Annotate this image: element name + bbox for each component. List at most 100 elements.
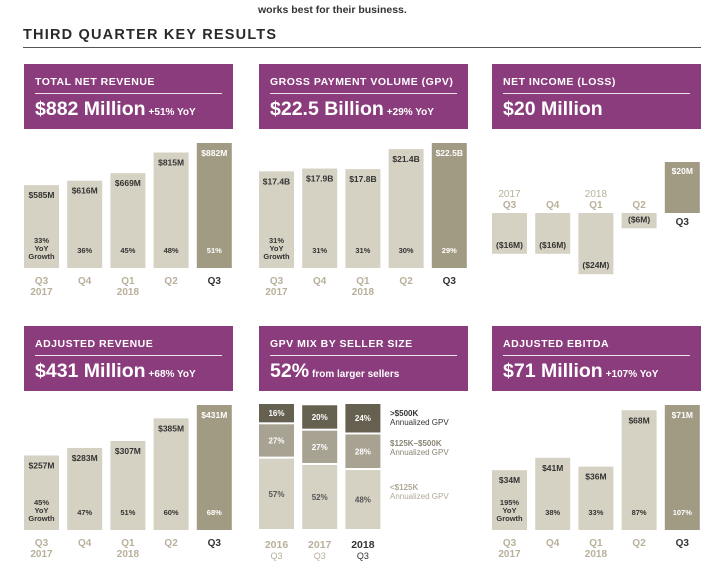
growth-label: 30% — [399, 246, 414, 255]
data-label: 48% — [355, 496, 371, 505]
data-label: ($6M) — [628, 214, 650, 224]
bar — [196, 405, 232, 530]
growth-label: Growth — [263, 252, 290, 261]
data-label: $307M — [115, 446, 141, 456]
category-label: Q2 — [632, 538, 646, 549]
category-label: Q3 — [503, 200, 517, 211]
header-divider — [35, 355, 222, 356]
category-label: 2017 — [308, 539, 332, 551]
category-label: Q3 — [676, 217, 690, 228]
category-label: Q3 — [314, 551, 326, 561]
legend-label: Annualized GPV — [390, 448, 449, 457]
data-label: $431M — [201, 410, 227, 420]
category-label: Q3 — [35, 538, 49, 549]
data-label: $34M — [499, 475, 520, 485]
category-label: Q3 — [357, 551, 369, 561]
panel-label: NET INCOME (LOSS) — [503, 76, 616, 88]
category-label: Q4 — [546, 200, 560, 211]
section-title: THIRD QUARTER KEY RESULTS — [23, 27, 278, 43]
data-label: ($24M) — [582, 260, 609, 270]
category-label: 2017 — [498, 189, 521, 200]
growth-label: Growth — [496, 514, 523, 523]
data-label: $36M — [585, 472, 606, 482]
headline-change: +29% YoY — [386, 107, 434, 118]
category-label: Q3 — [270, 276, 284, 287]
growth-label: 51% — [120, 508, 135, 517]
data-label: $669M — [115, 178, 141, 188]
headline-value: $71 Million — [503, 360, 603, 382]
data-label: $41M — [542, 463, 563, 473]
panel-label: TOTAL NET REVENUE — [35, 76, 155, 88]
bar — [24, 185, 59, 268]
growth-label: 33% — [34, 236, 49, 245]
growth-label: 68% — [207, 508, 222, 517]
bar — [492, 213, 527, 254]
category-label: 2018 — [117, 287, 140, 298]
data-label: $385M — [158, 423, 184, 433]
panel-header-gpv-mix: GPV MIX BY SELLER SIZE 52% from larger se… — [259, 326, 468, 391]
category-label: Q3 — [676, 538, 690, 549]
bar — [431, 143, 467, 268]
intro-text: works best for their business. — [258, 4, 407, 16]
growth-label: 60% — [164, 508, 179, 517]
growth-label: Growth — [28, 514, 55, 523]
panel-header-adjusted-revenue: ADJUSTED REVENUE $431 Million +68% YoY — [24, 326, 233, 391]
headline-change: +68% YoY — [148, 369, 196, 380]
growth-label: 38% — [545, 508, 560, 517]
stacked-bar-segment — [345, 470, 381, 529]
category-label: Q4 — [78, 538, 92, 549]
legend-label: $125K–$500K — [390, 439, 442, 448]
category-label: Q2 — [632, 200, 646, 211]
panel-header-gpv: GROSS PAYMENT VOLUME (GPV) $22.5 Billion… — [259, 64, 468, 129]
bar — [388, 149, 424, 268]
header-divider — [35, 93, 222, 94]
legend-label: Annualized GPV — [390, 492, 449, 501]
bar — [24, 455, 59, 530]
data-label: $815M — [158, 157, 184, 167]
stacked-bar-segment — [259, 424, 294, 457]
growth-label: YoY — [34, 506, 48, 515]
header-divider — [270, 93, 457, 94]
stacked-bar-segment — [302, 464, 338, 529]
growth-label: YoY — [502, 506, 516, 515]
data-label: $882M — [201, 148, 227, 158]
category-label: Q2 — [399, 276, 413, 287]
category-label: 2017 — [30, 549, 53, 560]
data-label: $68M — [628, 415, 649, 425]
category-label: Q3 — [270, 551, 282, 561]
category-label: Q4 — [78, 276, 92, 287]
stacked-bar-segment — [302, 405, 338, 429]
data-label: 24% — [355, 414, 371, 423]
growth-label: 33% — [588, 508, 603, 517]
header-divider — [503, 93, 690, 94]
category-label: Q3 — [443, 276, 457, 287]
data-label: 27% — [268, 436, 284, 445]
data-label: $17.8B — [349, 174, 376, 184]
category-label: Q1 — [589, 200, 603, 211]
data-label: $17.4B — [263, 176, 290, 186]
data-label: $17.9B — [306, 174, 333, 184]
bar — [345, 169, 381, 268]
data-label: 57% — [268, 490, 284, 499]
growth-label: 51% — [207, 246, 222, 255]
category-label: 2018 — [585, 189, 608, 200]
category-label: 2018 — [351, 539, 375, 551]
headline-value: $20 Million — [503, 98, 603, 120]
category-label: 2018 — [117, 549, 140, 560]
headline-value: 52% — [270, 360, 310, 382]
bar — [578, 466, 614, 530]
category-label: Q4 — [546, 538, 560, 549]
category-label: Q1 — [121, 276, 135, 287]
panel-header-total-net-revenue: TOTAL NET REVENUE $882 Million +51% YoY — [24, 64, 233, 129]
bar — [664, 162, 700, 213]
category-label: Q1 — [121, 538, 135, 549]
category-label: 2016 — [265, 539, 289, 551]
growth-label: 45% — [34, 498, 49, 507]
category-label: Q3 — [35, 276, 49, 287]
section-divider — [23, 47, 701, 48]
legend-label: <$125K — [390, 483, 418, 492]
growth-label: 29% — [442, 246, 457, 255]
data-label: $20M — [672, 166, 693, 176]
category-label: Q3 — [503, 538, 517, 549]
data-label: 28% — [355, 447, 371, 456]
